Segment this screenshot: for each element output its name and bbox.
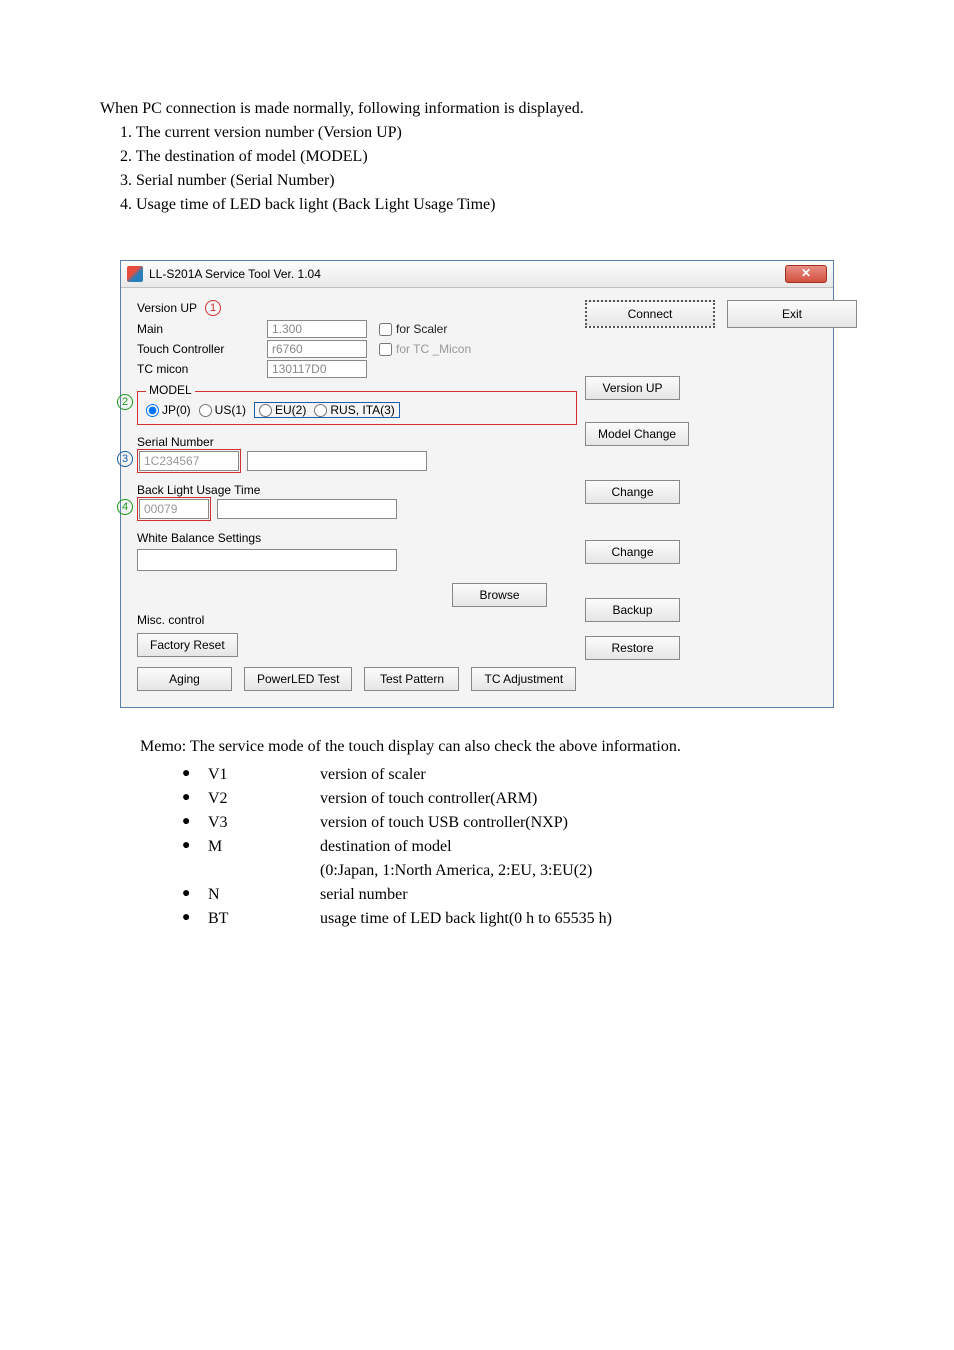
- serial-new-field[interactable]: [247, 451, 427, 471]
- tc-version-field: [267, 340, 367, 358]
- main-version-field: [267, 320, 367, 338]
- list-item-3: 3. Serial number (Serial Number): [120, 172, 894, 190]
- browse-button[interactable]: Browse: [452, 583, 547, 607]
- memo-table: ●V1version of scaler ●V2version of touch…: [180, 764, 614, 934]
- memo-val: (0:Japan, 1:North America, 2:EU, 3:EU(2): [320, 862, 612, 884]
- serial-number-label: Serial Number: [137, 435, 214, 449]
- marker-3-icon: 3: [117, 451, 133, 467]
- tcm-version-field: [267, 360, 367, 378]
- list-item-4: 4. Usage time of LED back light (Back Li…: [120, 196, 894, 214]
- serial-current-field: [139, 451, 239, 471]
- tc-adjustment-button[interactable]: TC Adjustment: [471, 667, 576, 691]
- connect-button[interactable]: Connect: [585, 300, 715, 328]
- test-pattern-button[interactable]: Test Pattern: [364, 667, 459, 691]
- tc-micon-label: TC micon: [137, 362, 267, 376]
- service-tool-dialog: LL-S201A Service Tool Ver. 1.04 ✕ Versio…: [120, 260, 834, 708]
- intro-paragraph: When PC connection is made normally, fol…: [100, 100, 894, 118]
- backlight-current-field: [139, 499, 209, 519]
- app-icon: [127, 266, 143, 282]
- radio-jp[interactable]: [146, 404, 159, 417]
- main-label: Main: [137, 322, 267, 336]
- memo-val: destination of model: [320, 838, 612, 860]
- memo-key: V2: [208, 790, 318, 812]
- marker-1-icon: 1: [205, 300, 221, 316]
- misc-control-label: Misc. control: [137, 613, 204, 627]
- marker-2-icon: 2: [117, 394, 133, 410]
- memo-key: BT: [208, 910, 318, 932]
- memo-val: usage time of LED back light(0 h to 6553…: [320, 910, 612, 932]
- memo-val: version of touch controller(ARM): [320, 790, 612, 812]
- titlebar: LL-S201A Service Tool Ver. 1.04 ✕: [121, 261, 833, 288]
- exit-button[interactable]: Exit: [727, 300, 857, 328]
- radio-rus-label: RUS, ITA(3): [330, 403, 394, 417]
- radio-eu[interactable]: [259, 404, 272, 417]
- for-scaler-checkbox[interactable]: [379, 323, 392, 336]
- window-title: LL-S201A Service Tool Ver. 1.04: [149, 267, 321, 281]
- version-up-label: Version UP: [137, 301, 197, 315]
- radio-us[interactable]: [199, 404, 212, 417]
- radio-jp-label: JP(0): [162, 403, 191, 417]
- memo-val: version of touch USB controller(NXP): [320, 814, 612, 836]
- serial-change-button[interactable]: Change: [585, 480, 680, 504]
- for-tc-micon-checkbox[interactable]: [379, 343, 392, 356]
- restore-button[interactable]: Restore: [585, 636, 680, 660]
- memo-key: M: [208, 838, 318, 860]
- model-legend: MODEL: [146, 383, 195, 397]
- backlight-change-button[interactable]: Change: [585, 540, 680, 564]
- radio-us-label: US(1): [215, 403, 246, 417]
- model-fieldset: MODEL JP(0) US(1) EU(2) RUS, ITA(3): [137, 384, 577, 425]
- white-balance-label: White Balance Settings: [137, 531, 261, 545]
- white-balance-field[interactable]: [137, 549, 397, 571]
- memo-key: N: [208, 886, 318, 908]
- memo-val: serial number: [320, 886, 612, 908]
- list-item-1: 1. The current version number (Version U…: [120, 124, 894, 142]
- version-up-button[interactable]: Version UP: [585, 376, 680, 400]
- powerled-test-button[interactable]: PowerLED Test: [244, 667, 352, 691]
- memo-key: V3: [208, 814, 318, 836]
- for-scaler-label: for Scaler: [396, 322, 447, 336]
- backup-button[interactable]: Backup: [585, 598, 680, 622]
- radio-eu-label: EU(2): [275, 403, 306, 417]
- aging-button[interactable]: Aging: [137, 667, 232, 691]
- list-item-2: 2. The destination of model (MODEL): [120, 148, 894, 166]
- factory-reset-button[interactable]: Factory Reset: [137, 633, 238, 657]
- close-icon[interactable]: ✕: [785, 265, 827, 283]
- marker-4-icon: 4: [117, 499, 133, 515]
- memo-val: version of scaler: [320, 766, 612, 788]
- backlight-usage-label: Back Light Usage Time: [137, 483, 260, 497]
- touch-controller-label: Touch Controller: [137, 342, 267, 356]
- for-tc-micon-label: for TC _Micon: [396, 342, 471, 356]
- memo-key: V1: [208, 766, 318, 788]
- model-change-button[interactable]: Model Change: [585, 422, 689, 446]
- memo-line: Memo: The service mode of the touch disp…: [140, 738, 894, 756]
- backlight-new-field[interactable]: [217, 499, 397, 519]
- radio-rus[interactable]: [314, 404, 327, 417]
